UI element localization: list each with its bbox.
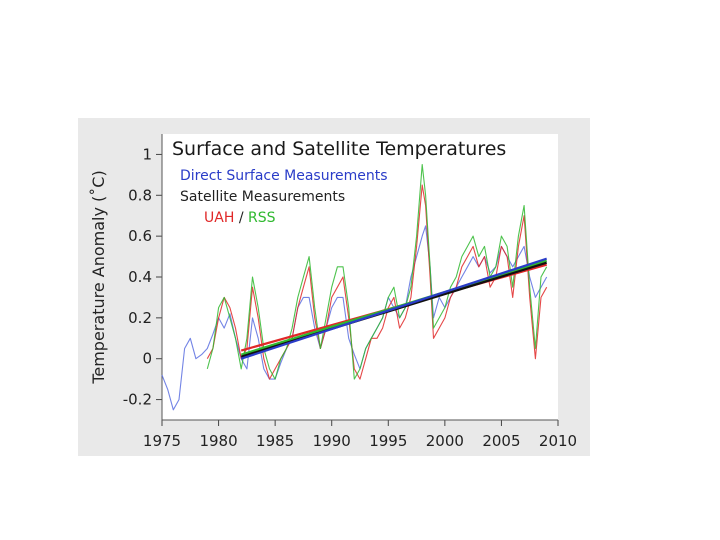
x-tick-label: 1990 xyxy=(313,432,351,450)
legend-separator: / xyxy=(239,210,244,226)
legend-satellite-series: UAH / RSS xyxy=(204,210,276,226)
y-tick-label: 0 xyxy=(142,350,152,368)
y-tick-label: 0.6 xyxy=(128,227,152,245)
y-tick-label: 0.8 xyxy=(128,186,152,204)
x-tick-label: 2005 xyxy=(482,432,520,450)
x-tick-label: 1995 xyxy=(369,432,407,450)
y-tick-label: 0.2 xyxy=(128,309,152,327)
x-tick-label: 1975 xyxy=(143,432,181,450)
trend-lines xyxy=(240,257,548,360)
x-tick-label: 1980 xyxy=(199,432,237,450)
y-axis-label: Temperature Anomaly (˚C) xyxy=(89,170,108,384)
x-tick-label: 2000 xyxy=(426,432,464,450)
x-tick-label: 1985 xyxy=(256,432,294,450)
tick-labels: -0.2 0 0.2 0.4 0.6 0.8 1 1975 1980 1985 1990 1995 20… xyxy=(123,145,577,450)
chart-title: Surface and Satellite Temperatures xyxy=(172,138,506,160)
surface-trend-line xyxy=(240,257,548,360)
x-tick-label: 2010 xyxy=(539,432,577,450)
uah-series-line xyxy=(206,184,548,380)
legend-satellite-heading: Satellite Measurements xyxy=(180,189,345,205)
legend-uah-label: UAH xyxy=(204,210,234,226)
chart-figure: -0.2 0 0.2 0.4 0.6 0.8 1 1975 1980 1985 1990 1995 20… xyxy=(78,118,590,456)
temperature-chart: -0.2 0 0.2 0.4 0.6 0.8 1 1975 1980 1985 1990 1995 20… xyxy=(89,134,577,450)
legend-surface-label: Direct Surface Measurements xyxy=(180,168,388,184)
legend-rss-label: RSS xyxy=(248,210,276,226)
y-axis-ticks xyxy=(156,134,559,426)
y-tick-label: 1 xyxy=(142,145,152,163)
y-tick-label: 0.4 xyxy=(128,268,152,286)
y-tick-label: -0.2 xyxy=(123,391,152,409)
